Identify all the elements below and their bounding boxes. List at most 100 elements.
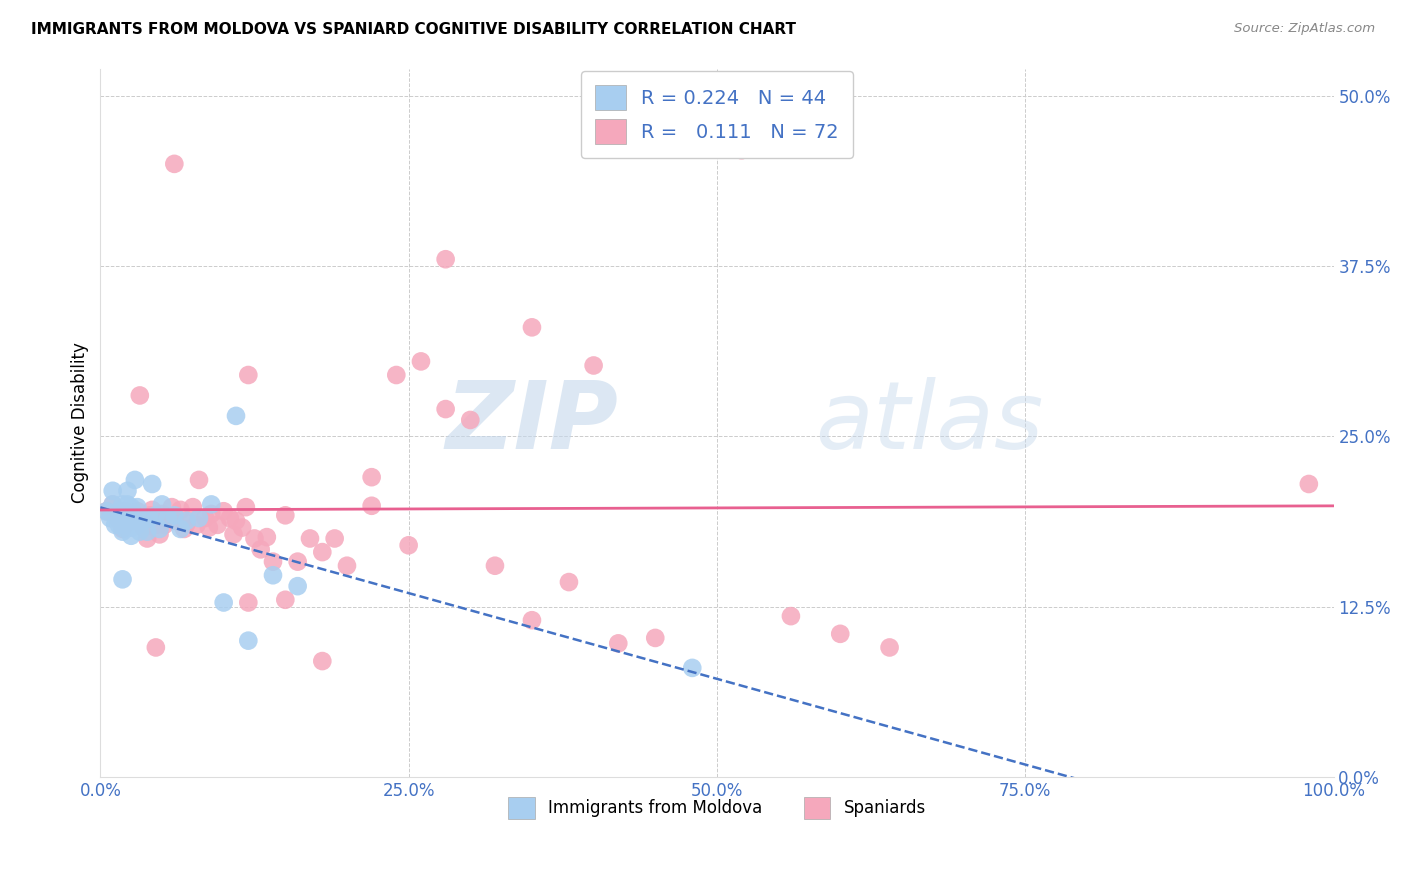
Point — [98, 511, 121, 525]
Legend: Immigrants from Moldova, Spaniards: Immigrants from Moldova, Spaniards — [501, 790, 932, 825]
Point — [780, 609, 803, 624]
Point — [101, 483, 124, 498]
Point — [434, 402, 457, 417]
Text: IMMIGRANTS FROM MOLDOVA VS SPANIARD COGNITIVE DISABILITY CORRELATION CHART: IMMIGRANTS FROM MOLDOVA VS SPANIARD COGN… — [31, 22, 796, 37]
Point — [111, 508, 134, 523]
Point — [198, 520, 221, 534]
Point — [127, 504, 149, 518]
Point — [225, 409, 247, 423]
Point — [287, 555, 309, 569]
Point — [127, 517, 149, 532]
Point — [200, 507, 222, 521]
Point — [136, 524, 159, 539]
Point — [124, 473, 146, 487]
Point — [298, 532, 321, 546]
Point — [238, 368, 260, 382]
Point — [111, 572, 134, 586]
Point — [249, 542, 271, 557]
Point — [186, 517, 208, 532]
Point — [163, 508, 186, 523]
Point — [238, 633, 260, 648]
Point — [1298, 477, 1320, 491]
Point — [169, 503, 191, 517]
Point — [111, 522, 134, 536]
Point — [124, 514, 146, 528]
Point — [644, 631, 666, 645]
Point — [520, 320, 543, 334]
Point — [360, 470, 382, 484]
Point — [262, 568, 284, 582]
Point — [120, 500, 142, 515]
Point — [96, 504, 118, 518]
Point — [104, 517, 127, 532]
Point — [398, 538, 420, 552]
Point — [409, 354, 432, 368]
Point — [256, 530, 278, 544]
Point — [163, 157, 186, 171]
Point — [169, 522, 191, 536]
Point — [96, 504, 118, 518]
Point — [145, 517, 167, 532]
Point — [114, 504, 136, 518]
Text: Source: ZipAtlas.com: Source: ZipAtlas.com — [1234, 22, 1375, 36]
Point — [879, 640, 901, 655]
Point — [111, 524, 134, 539]
Point — [360, 499, 382, 513]
Point — [181, 500, 204, 515]
Point — [207, 517, 229, 532]
Point — [212, 595, 235, 609]
Point — [120, 514, 142, 528]
Point — [231, 520, 253, 534]
Point — [434, 252, 457, 267]
Point — [108, 504, 131, 518]
Point — [120, 529, 142, 543]
Point — [274, 592, 297, 607]
Y-axis label: Cognitive Disability: Cognitive Disability — [72, 343, 89, 503]
Point — [243, 532, 266, 546]
Point — [176, 516, 198, 531]
Point — [188, 511, 211, 525]
Point — [484, 558, 506, 573]
Point — [222, 527, 245, 541]
Point — [128, 388, 150, 402]
Text: ZIP: ZIP — [446, 376, 619, 468]
Point — [114, 504, 136, 518]
Point — [173, 522, 195, 536]
Point — [311, 545, 333, 559]
Point — [681, 661, 703, 675]
Point — [188, 473, 211, 487]
Point — [311, 654, 333, 668]
Point — [120, 520, 142, 534]
Point — [108, 517, 131, 532]
Point — [218, 511, 240, 525]
Point — [520, 613, 543, 627]
Point — [150, 497, 173, 511]
Point — [117, 483, 139, 498]
Point — [157, 511, 180, 525]
Point — [238, 595, 260, 609]
Text: atlas: atlas — [815, 377, 1043, 468]
Point — [200, 497, 222, 511]
Point — [607, 636, 630, 650]
Point — [730, 143, 752, 157]
Point — [262, 555, 284, 569]
Point — [830, 627, 852, 641]
Point — [132, 514, 155, 528]
Point — [145, 640, 167, 655]
Point — [124, 508, 146, 523]
Point — [108, 514, 131, 528]
Point — [136, 532, 159, 546]
Point — [145, 508, 167, 523]
Point — [157, 511, 180, 525]
Point — [141, 477, 163, 491]
Point — [336, 558, 359, 573]
Point — [150, 507, 173, 521]
Point — [582, 359, 605, 373]
Point — [138, 508, 160, 523]
Point — [138, 511, 160, 525]
Point — [117, 497, 139, 511]
Point — [225, 514, 247, 528]
Point — [176, 514, 198, 528]
Point — [558, 575, 581, 590]
Point — [194, 511, 217, 525]
